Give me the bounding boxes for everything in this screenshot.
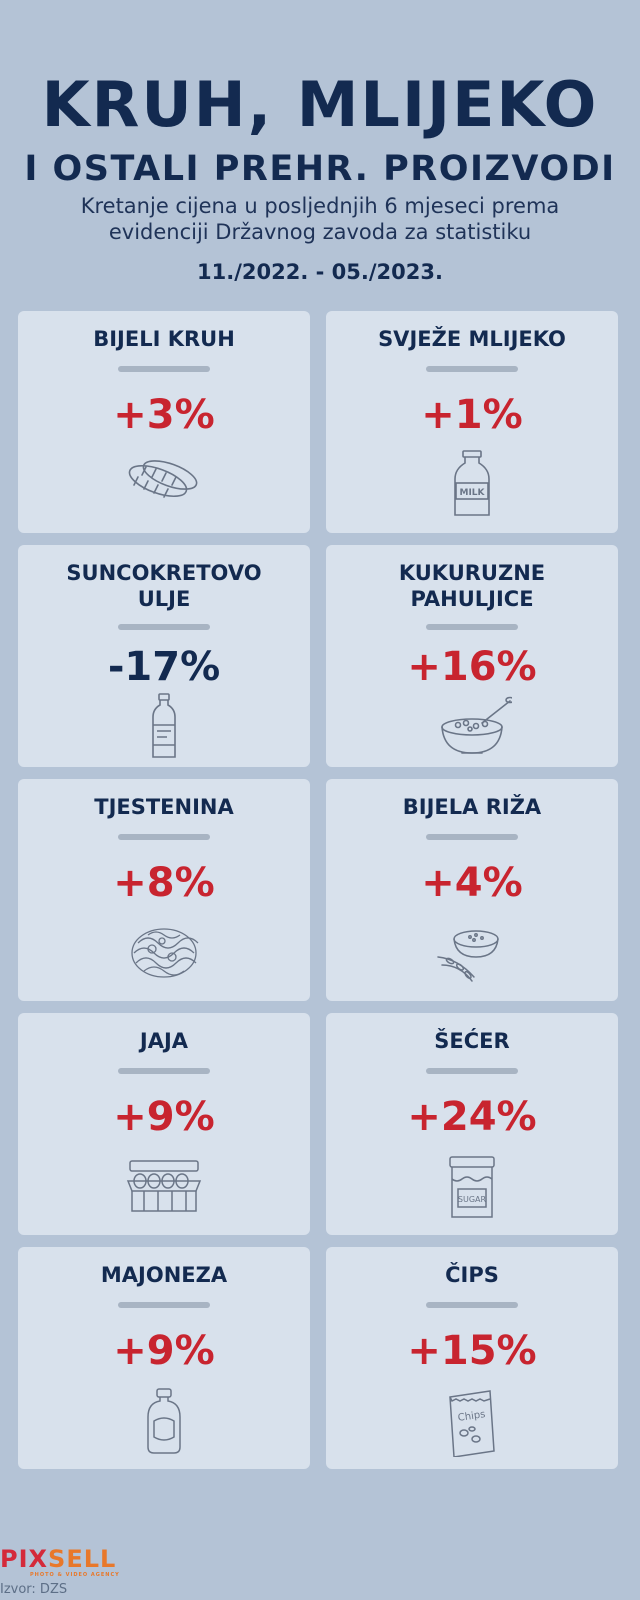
card-kukuruzne-pahuljice: KUKURUZNE PAHULJICE +16% [326, 545, 618, 767]
card-change: +15% [407, 1328, 537, 1374]
svg-text:Chips: Chips [457, 1409, 486, 1424]
pasta-icon [124, 919, 204, 989]
card-name: ČIPS [445, 1263, 499, 1287]
card-name: SVJEŽE MLIJEKO [378, 327, 566, 351]
source-note: Izvor: DZS [0, 1582, 68, 1597]
card-divider [118, 1068, 210, 1074]
card-divider [426, 1068, 518, 1074]
mayonnaise-bottle-icon [124, 1387, 204, 1457]
card-divider [118, 624, 210, 630]
card-name: BIJELI KRUH [93, 327, 235, 351]
card-divider [118, 366, 210, 372]
svg-text:MILK: MILK [459, 488, 485, 498]
logo-part2: SELL [48, 1545, 117, 1573]
card-divider [426, 1302, 518, 1308]
card-cips: ČIPS +15% Chips [326, 1247, 618, 1469]
card-name: ŠEĆER [434, 1029, 510, 1053]
card-name: TJESTENINA [94, 795, 234, 819]
card-name-line1: KUKURUZNE [398, 561, 546, 585]
card-divider [426, 366, 518, 372]
card-name: MAJONEZA [100, 1263, 228, 1287]
bread-icon [124, 449, 204, 519]
card-secer: ŠEĆER +24% SUGAR [326, 1013, 618, 1235]
subtitle: Kretanje cijena u posljednjih 6 mjeseci … [0, 193, 640, 245]
card-divider [118, 1302, 210, 1308]
subtitle-line2: evidenciji Državnog zavoda za statistiku [108, 220, 532, 244]
card-divider [426, 834, 518, 840]
card-suncokretovo-ulje: SUNCOKRETOVO ULJE -17% [18, 545, 310, 767]
page-title-line1: KRUH, MLIJEKO [41, 68, 599, 141]
card-svjeze-mlijeko: SVJEŽE MLIJEKO +1% MILK [326, 311, 618, 533]
card-divider [426, 624, 518, 630]
svg-text:SUGAR: SUGAR [458, 1195, 487, 1204]
card-jaja: JAJA +9% [18, 1013, 310, 1235]
card-change: -17% [107, 644, 221, 690]
period-label: 11./2022. - 05./2023. [197, 260, 443, 284]
card-name: BIJELA RIŽA [402, 795, 542, 819]
rice-bowl-icon [432, 917, 512, 987]
subtitle-line1: Kretanje cijena u posljednjih 6 mjeseci … [80, 194, 560, 218]
card-change: +9% [113, 1094, 215, 1140]
milk-bottle-icon: MILK [432, 449, 512, 519]
card-change: +4% [421, 860, 523, 906]
card-divider [118, 834, 210, 840]
cereal-bowl-icon [432, 693, 515, 763]
card-change: +16% [407, 644, 537, 690]
logo-part1: PIX [0, 1545, 49, 1573]
card-bijela-riza: BIJELA RIŽA +4% [326, 779, 618, 1001]
sugar-jar-icon: SUGAR [432, 1153, 512, 1223]
card-change: +9% [113, 1328, 215, 1374]
card-change: +8% [113, 860, 215, 906]
egg-carton-icon [124, 1153, 204, 1223]
chips-bag-icon: Chips [432, 1387, 512, 1458]
card-name: JAJA [139, 1029, 189, 1053]
card-tjestenina: TJESTENINA +8% [18, 779, 310, 1001]
page-title-line2: I OSTALI PREHR. PROIZVODI [24, 149, 616, 189]
card-change: +24% [407, 1094, 537, 1140]
pixsell-logo: PIXSELL [0, 1545, 116, 1573]
card-majoneza: MAJONEZA +9% [18, 1247, 310, 1469]
logo-tagline: PHOTO & VIDEO AGENCY [30, 1572, 120, 1578]
card-name-line2: ULJE [137, 587, 191, 611]
card-change: +3% [113, 392, 215, 438]
card-bijeli-kruh: BIJELI KRUH +3% [18, 311, 310, 533]
card-change: +1% [421, 392, 523, 438]
card-name-line1: SUNCOKRETOVO [66, 561, 262, 585]
oil-bottle-icon [124, 693, 204, 763]
card-name-line2: PAHULJICE [410, 587, 534, 611]
